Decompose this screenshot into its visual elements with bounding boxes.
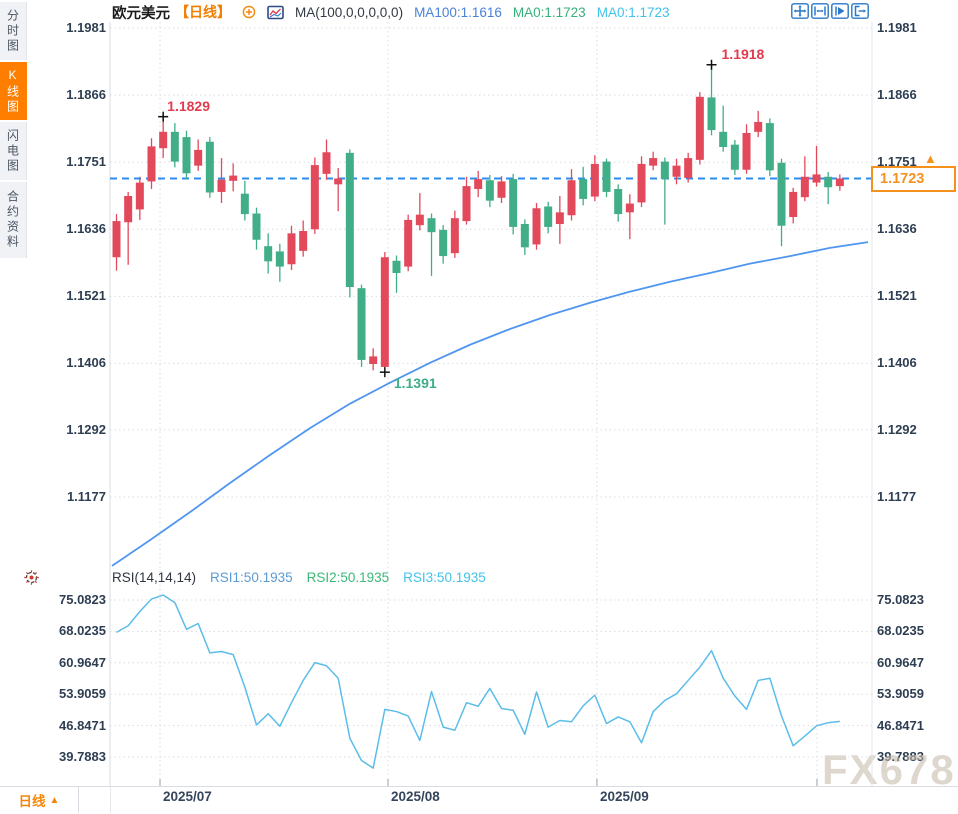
rsi1-value: RSI1:50.1935 [210,569,293,585]
axis-label: 68.0235 [877,623,924,639]
sidebar-item-label: 闪电图 [5,128,20,174]
add-indicator-icon[interactable] [242,5,256,19]
period-selector[interactable]: 日线 ▲ [0,787,79,813]
ma100-value: MA100:1.1616 [414,4,502,20]
exit-right-icon[interactable] [851,3,869,19]
sidebar-item-kline-chart[interactable]: K线图 [0,62,27,120]
sidebar-item-label: 分时图 [5,8,20,54]
axis-label: 53.9059 [877,686,924,702]
indicator-settings-gear-icon[interactable] [23,569,40,591]
high-price-annotation: 1.1829 [167,97,210,114]
axis-label: 1.1177 [66,489,106,504]
axis-label: 39.7883 [59,749,106,764]
axis-label: 1.1521 [66,288,106,304]
axis-label: 1.1866 [877,87,917,103]
axis-label: 75.0823 [59,592,106,607]
high-price-annotation: 1.1918 [721,45,765,62]
sidebar-item-label: K线图 [5,67,20,115]
ma0-green-value: MA0:1.1723 [512,4,586,20]
axis-label: 1.1636 [877,221,917,237]
axis-label: 53.9059 [59,686,106,702]
axis-label: 75.0823 [877,592,924,607]
axis-label: 46.8471 [877,717,924,733]
axis-label: 1.1406 [877,355,917,371]
low-price-annotation: 1.1391 [393,375,437,392]
date-label: 2025/09 [599,789,649,804]
date-label: 2025/08 [390,789,440,804]
axis-label: 1.1751 [877,154,917,170]
axis-divider [110,787,111,813]
axis-label: 1.1636 [66,221,106,237]
play-forward-icon[interactable] [831,3,849,19]
rsi-params-label: RSI(14,14,14) [112,569,197,585]
axis-label: 39.7883 [877,749,924,764]
axis-label: 1.1406 [66,355,106,371]
axis-label: 46.8471 [59,717,106,733]
fx678-watermark: FX678 [822,746,956,793]
axis-label: 1.1177 [877,489,917,504]
symbol-name: 欧元美元 [112,5,170,22]
sidebar-item-timeshare-chart[interactable]: 分时图 [0,2,27,60]
x-axis-line [0,786,958,787]
ma0-cyan-value: MA0:1.1723 [596,4,670,20]
axis-label: 60.9647 [877,654,924,670]
chart-toolbar [791,3,869,19]
axis-label: 1.1292 [877,421,917,437]
period-selector-label: 日线 [18,794,46,809]
sidebar-item-label: 合约资料 [5,190,20,250]
rsi2-value: RSI2:50.1935 [306,569,390,585]
price-up-arrow-icon: ▲ [924,150,937,166]
axis-label: 1.1981 [877,20,917,35]
axis-label: 1.1292 [66,421,106,437]
date-label: 2025/07 [163,789,212,804]
sidebar-item-contract-info[interactable]: 合约资料 [0,182,27,258]
axis-label: 1.1751 [66,154,106,170]
axis-label: 1.1521 [877,288,917,304]
period-tag: 【日线】 [175,4,231,20]
rsi3-value: RSI3:50.1935 [403,569,486,585]
current-price-tag: 1.1723 [871,165,956,192]
axis-label: 1.1981 [66,20,106,35]
ma-settings-label: MA(100,0,0,0,0,0) [295,4,404,20]
rsi-header: RSI(14,14,14) RSI1:50.1935 RSI2:50.1935 … [112,568,486,586]
axis-label: 60.9647 [59,654,106,670]
chevron-up-icon: ▲ [49,794,60,806]
axis-label: 68.0235 [59,623,106,639]
chart-header: 欧元美元 【日线】 MA(100,0,0,0,0,0) MA100:1.1616… [112,2,670,22]
axis-label: 1.1866 [66,87,106,103]
pan-crosshair-icon[interactable] [791,3,809,19]
fit-horizontal-scale-icon[interactable] [811,3,829,19]
line-chart-icon[interactable] [267,5,284,20]
sidebar-item-lightning-chart[interactable]: 闪电图 [0,122,27,180]
